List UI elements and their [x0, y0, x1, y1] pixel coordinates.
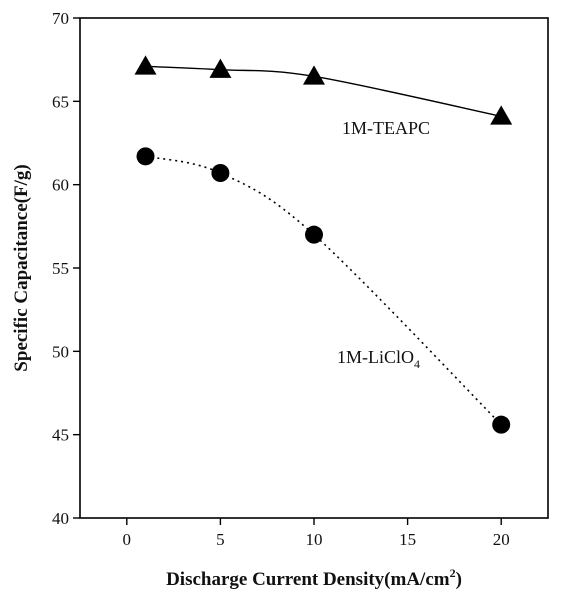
series-0-point-2	[303, 65, 325, 85]
y-axis-title: Specific Capacitance(F/g)	[11, 164, 32, 371]
series-markers	[134, 55, 513, 434]
series-label-teapc: 1M-TEAPC	[342, 118, 430, 138]
series-lines	[145, 65, 502, 426]
series-0-point-3	[490, 105, 513, 125]
series-line-1	[145, 155, 502, 426]
series-label-liclo4: 1M-LiClO4	[337, 347, 420, 371]
series-0-point-1	[209, 58, 232, 78]
y-tick-label-50: 50	[52, 342, 69, 361]
series-line-0	[145, 65, 502, 118]
x-tick-label-0: 0	[123, 530, 132, 549]
series-1-point-2	[305, 225, 323, 244]
x-tick-label-10: 10	[306, 530, 323, 549]
y-tick-label-40: 40	[52, 509, 69, 528]
y-tick-label-55: 55	[52, 259, 69, 278]
x-axis-title: Discharge Current Density(mA/cm2)	[166, 566, 462, 590]
y-tick-label-45: 45	[52, 426, 69, 445]
series-1-point-0	[136, 147, 155, 166]
x-tick-label-20: 20	[493, 530, 510, 549]
y-tick-label-60: 60	[52, 176, 69, 195]
y-tick-label-70: 70	[52, 9, 69, 28]
series-1-point-3	[492, 415, 511, 434]
series-0-point-0	[134, 55, 157, 75]
series-1-point-1	[211, 164, 230, 182]
y-tick-label-65: 65	[52, 92, 69, 111]
plot-frame	[79, 17, 549, 519]
x-tick-label-5: 5	[216, 530, 225, 549]
x-tick-label-15: 15	[399, 530, 416, 549]
axis-ticks: 40 45 50 55 60 65 70 0 5 10 15 20	[52, 9, 510, 549]
